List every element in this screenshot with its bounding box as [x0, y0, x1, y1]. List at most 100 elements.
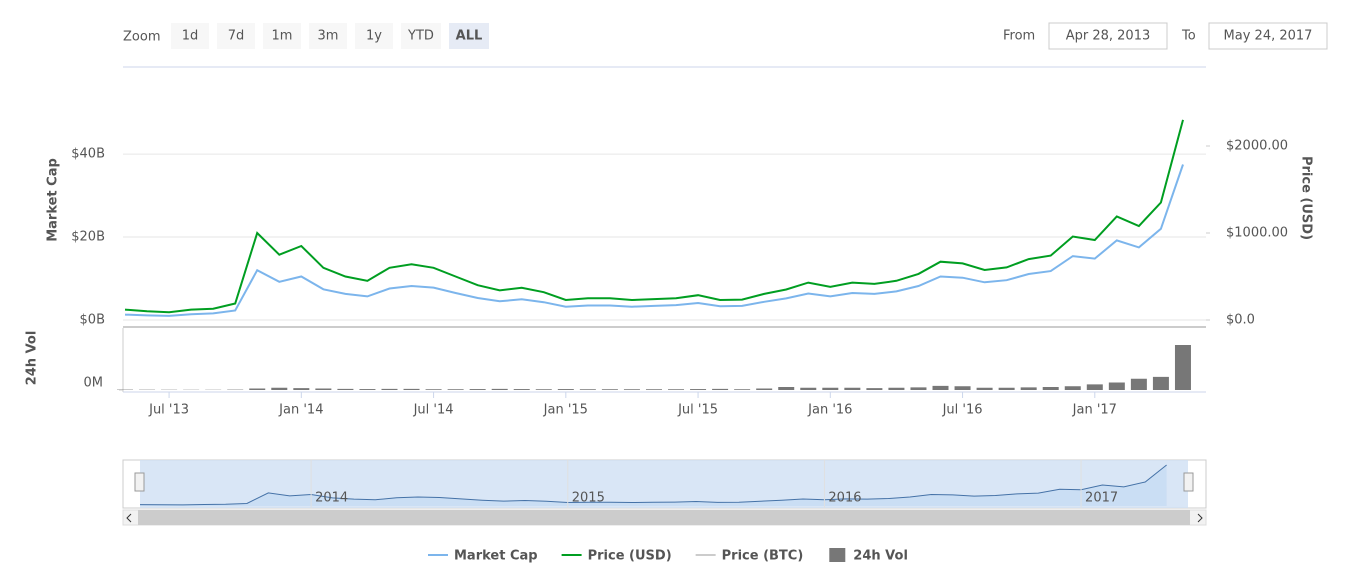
from-label: From	[1003, 29, 1035, 44]
volume-bar	[249, 388, 266, 390]
volume-bar	[690, 389, 707, 390]
volume-bar	[954, 386, 971, 390]
y2-tick-label: $0.0	[1226, 313, 1255, 328]
legend-label[interactable]: 24h Vol	[853, 549, 908, 564]
to-date: May 24, 2017	[1224, 29, 1313, 44]
zoom-label: Zoom	[123, 30, 160, 45]
volume-bar	[425, 389, 442, 390]
x-tick-label: Jul '13	[148, 403, 189, 418]
volume-bar	[447, 389, 464, 390]
volume-bar	[734, 389, 751, 390]
volume-bar	[601, 389, 618, 390]
volume-bar	[668, 389, 685, 390]
y3-axis-title: 24h Vol	[25, 331, 40, 386]
x-tick-label: Jan '16	[807, 403, 852, 418]
zoom-button[interactable]	[171, 23, 209, 49]
volume-bar	[1086, 384, 1103, 390]
volume-bar	[557, 389, 574, 390]
volume-bar	[381, 388, 398, 390]
volume-bar	[337, 388, 354, 390]
legend-label[interactable]: Market Cap	[454, 549, 538, 564]
x-tick-label: Jan '17	[1072, 403, 1117, 418]
volume-bar	[1064, 386, 1081, 390]
volume-bar	[712, 388, 729, 390]
from-date: Apr 28, 2013	[1066, 29, 1151, 44]
y2-tick-label: $2000.00	[1226, 138, 1288, 153]
volume-bar	[998, 387, 1015, 390]
navigator-handle[interactable]	[1183, 472, 1194, 492]
volume-bar	[1042, 387, 1059, 390]
volume-bar	[1152, 376, 1169, 390]
zoom-button[interactable]	[401, 23, 441, 49]
volume-bar	[888, 387, 905, 390]
volume-bar	[293, 388, 310, 390]
volume-bar	[1020, 387, 1037, 390]
volume-bar	[778, 387, 795, 390]
to-label: To	[1181, 29, 1196, 44]
zoom-button[interactable]	[217, 23, 255, 49]
navigator-handle[interactable]	[134, 472, 145, 492]
zoom-button-label: 1d	[182, 29, 199, 44]
volume-bar	[491, 388, 508, 390]
series-line	[124, 119, 1184, 314]
x-tick-label: Jul '15	[677, 403, 718, 418]
volume-bar	[1130, 378, 1147, 390]
navigator-label: 2015	[572, 491, 605, 506]
volume-bar	[469, 389, 486, 390]
volume-bar	[866, 388, 883, 390]
y3-tick-label: 0M	[84, 376, 104, 391]
volume-bar	[844, 387, 861, 390]
navigator-mask[interactable]	[140, 460, 1188, 508]
zoom-button-label: 1m	[272, 29, 293, 44]
volume-bar	[535, 389, 552, 390]
volume-bar	[315, 388, 332, 390]
volume-bar	[513, 389, 530, 390]
series-line	[124, 164, 1184, 317]
to-input[interactable]	[1208, 22, 1328, 50]
y-axis-title: Market Cap	[46, 158, 61, 242]
legend-symbol[interactable]	[829, 548, 846, 562]
y-tick-label: $40B	[71, 147, 105, 162]
volume-bar	[1108, 382, 1125, 390]
zoom-button[interactable]	[355, 23, 393, 49]
zoom-button-label: ALL	[456, 29, 483, 44]
zoom-button-label: 3m	[318, 29, 339, 44]
volume-bar	[623, 389, 640, 390]
volume-bar	[910, 387, 927, 390]
y-tick-label: $0B	[80, 313, 105, 328]
legend-label[interactable]: Price (USD)	[588, 549, 672, 564]
volume-bar	[1174, 345, 1191, 390]
volume-bar	[822, 387, 839, 390]
volume-bar	[271, 387, 288, 390]
volume-bar	[976, 387, 993, 390]
legend-label[interactable]: Price (BTC)	[722, 549, 804, 564]
volume-bar	[800, 387, 817, 390]
volume-bar	[756, 388, 773, 390]
x-tick-label: Jul '16	[942, 403, 983, 418]
zoom-button-label: 7d	[228, 29, 245, 44]
navigator-label: 2017	[1085, 491, 1118, 506]
from-input[interactable]	[1048, 22, 1168, 50]
zoom-button[interactable]	[449, 23, 489, 49]
volume-bar	[403, 388, 420, 390]
y-tick-label: $20B	[71, 230, 105, 245]
zoom-button[interactable]	[309, 23, 347, 49]
volume-bar	[579, 389, 596, 390]
navigator-label: 2014	[315, 491, 348, 506]
y2-axis-title: Price (USD)	[1299, 156, 1314, 240]
x-tick-label: Jan '15	[543, 403, 588, 418]
x-tick-label: Jul '14	[413, 403, 454, 418]
scrollbar-thumb[interactable]	[138, 510, 1190, 525]
x-tick-label: Jan '14	[278, 403, 323, 418]
zoom-button[interactable]	[263, 23, 301, 49]
volume-bar	[932, 385, 949, 390]
navigator-area	[140, 465, 1167, 506]
scroll-arrows	[126, 513, 1203, 523]
zoom-button-label: YTD	[407, 29, 434, 44]
y2-tick-label: $1000.00	[1226, 225, 1288, 240]
volume-bar	[359, 389, 376, 390]
navigator-label: 2016	[828, 491, 861, 506]
zoom-button-label: 1y	[366, 29, 382, 44]
volume-bar	[645, 389, 662, 390]
